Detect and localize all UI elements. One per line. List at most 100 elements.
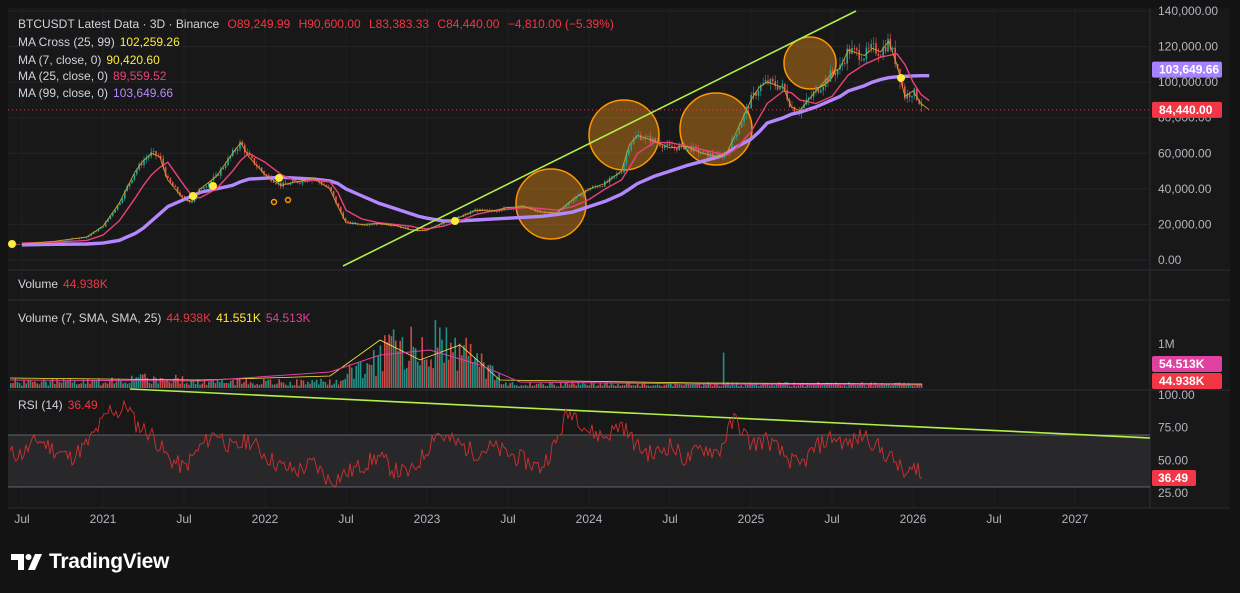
volume-value: 44.938K	[63, 277, 108, 291]
volume-bar	[507, 385, 509, 388]
symbol-legend[interactable]: BTCUSDT Latest Data · 3D · Binance O89,2…	[18, 17, 619, 31]
volume-bar	[588, 385, 591, 388]
volume-bar	[467, 355, 470, 388]
volume-bar	[183, 383, 186, 388]
volume-bar	[106, 383, 109, 388]
indicator-ma-25[interactable]: MA (25, close, 0) 89,559.52	[18, 69, 171, 83]
indicator-ma-99[interactable]: MA (99, close, 0) 103,649.66	[18, 86, 178, 100]
volume-sma-legend[interactable]: Volume (7, SMA, SMA, 25) 44.938K 41.551K 54…	[18, 311, 316, 325]
trendline-up[interactable]	[342, 10, 857, 267]
volume-bar	[846, 386, 848, 388]
volume-bar	[271, 384, 274, 388]
volume-sma-badge	[1152, 356, 1222, 372]
tradingview-logo[interactable]: TradingView	[11, 550, 169, 574]
volume-bar	[406, 367, 408, 388]
trendline-rsi[interactable]	[129, 388, 1151, 439]
volume-bar	[914, 386, 916, 388]
volume-bar	[256, 384, 258, 388]
candle-body	[647, 136, 649, 137]
candle-body	[901, 82, 904, 87]
volume-bar	[379, 345, 382, 388]
volume-bar	[854, 384, 857, 388]
volume-bar	[799, 383, 802, 388]
volume-bar	[38, 384, 41, 388]
volume-bar	[601, 385, 604, 388]
indicator-label: MA Cross (25, 99)	[18, 35, 115, 49]
indicator-ma-cross[interactable]: MA Cross (25, 99) 102,259.26	[18, 35, 185, 49]
time-axis[interactable]: Jul 2021 Jul 2022 Jul 2023 Jul 2024 Jul 2025 Jul 20…	[14, 512, 1088, 526]
volume-bar	[210, 380, 212, 388]
volume-bar	[729, 385, 731, 388]
volume-bar	[78, 383, 80, 388]
volume-bar	[342, 380, 344, 388]
volume-bar	[540, 382, 542, 388]
candle-body	[373, 223, 376, 225]
candle-body	[733, 136, 736, 139]
volume-bar	[628, 382, 630, 388]
volume-bar	[80, 383, 82, 388]
volume-bar	[773, 385, 775, 388]
volume-badge-text: 44.938K	[1159, 374, 1205, 388]
volume-bar	[535, 383, 538, 388]
volume-bar	[260, 384, 263, 388]
volume-legend[interactable]: Volume 44.938K	[18, 277, 113, 291]
volume-bar	[786, 382, 789, 388]
candle-body	[64, 239, 66, 241]
volume-bar	[711, 385, 714, 388]
volume-bar	[487, 365, 489, 388]
volume-bar	[337, 384, 340, 388]
candle-body	[892, 47, 894, 50]
volume-bar	[808, 384, 811, 388]
volume-bar	[520, 385, 522, 388]
indicator-ma-7[interactable]: MA (7, close, 0) 90,420.60	[18, 53, 165, 67]
volume-bar	[168, 381, 170, 388]
candle-body	[779, 86, 781, 90]
volume-bar	[780, 382, 782, 388]
price-axis[interactable]: 140,000.00120,000.00100,000.0080,000.006…	[1158, 4, 1218, 500]
candle-body	[822, 87, 824, 91]
volume-bar	[615, 385, 617, 388]
volume-bar	[377, 355, 379, 388]
volume-bar	[300, 379, 302, 388]
candle-body	[287, 184, 289, 185]
volume-bar	[606, 382, 608, 388]
volume-bar	[751, 384, 753, 388]
rsi-legend[interactable]: RSI (14) 36.49	[18, 398, 103, 412]
candle-body	[181, 195, 184, 197]
candle-body	[222, 167, 224, 169]
volume-bar	[267, 379, 269, 388]
volume-bar	[843, 383, 846, 388]
volume-bar	[766, 383, 769, 388]
volume-bar	[324, 381, 327, 388]
volume-bar	[810, 384, 813, 388]
candle-body	[376, 223, 378, 225]
candle-body	[205, 186, 208, 188]
volume-bar	[890, 385, 892, 388]
volume-bar	[309, 383, 311, 388]
volume-bar	[630, 385, 632, 388]
volume-bar	[238, 379, 241, 388]
candle-body	[220, 168, 222, 176]
volume-bar	[859, 383, 861, 388]
candle-body	[366, 225, 368, 226]
volume-bar	[819, 383, 822, 388]
candle-body	[124, 191, 126, 199]
volume-bar	[432, 368, 434, 388]
candle-body	[263, 171, 265, 175]
volume-bar	[879, 385, 881, 388]
volume-bar	[320, 378, 322, 388]
volume-bar	[109, 379, 111, 388]
volume-bar	[894, 382, 896, 388]
candle-body	[174, 185, 176, 187]
candle-body	[774, 81, 776, 87]
volume-bar	[577, 382, 580, 388]
volume-bar	[883, 384, 885, 388]
volume-bar	[885, 384, 888, 388]
volume-bar	[694, 383, 696, 388]
candle-body	[109, 215, 112, 220]
candle-body	[126, 186, 128, 192]
volume-bar	[175, 374, 177, 388]
volume-bar	[73, 380, 76, 388]
candle-body	[275, 182, 277, 184]
